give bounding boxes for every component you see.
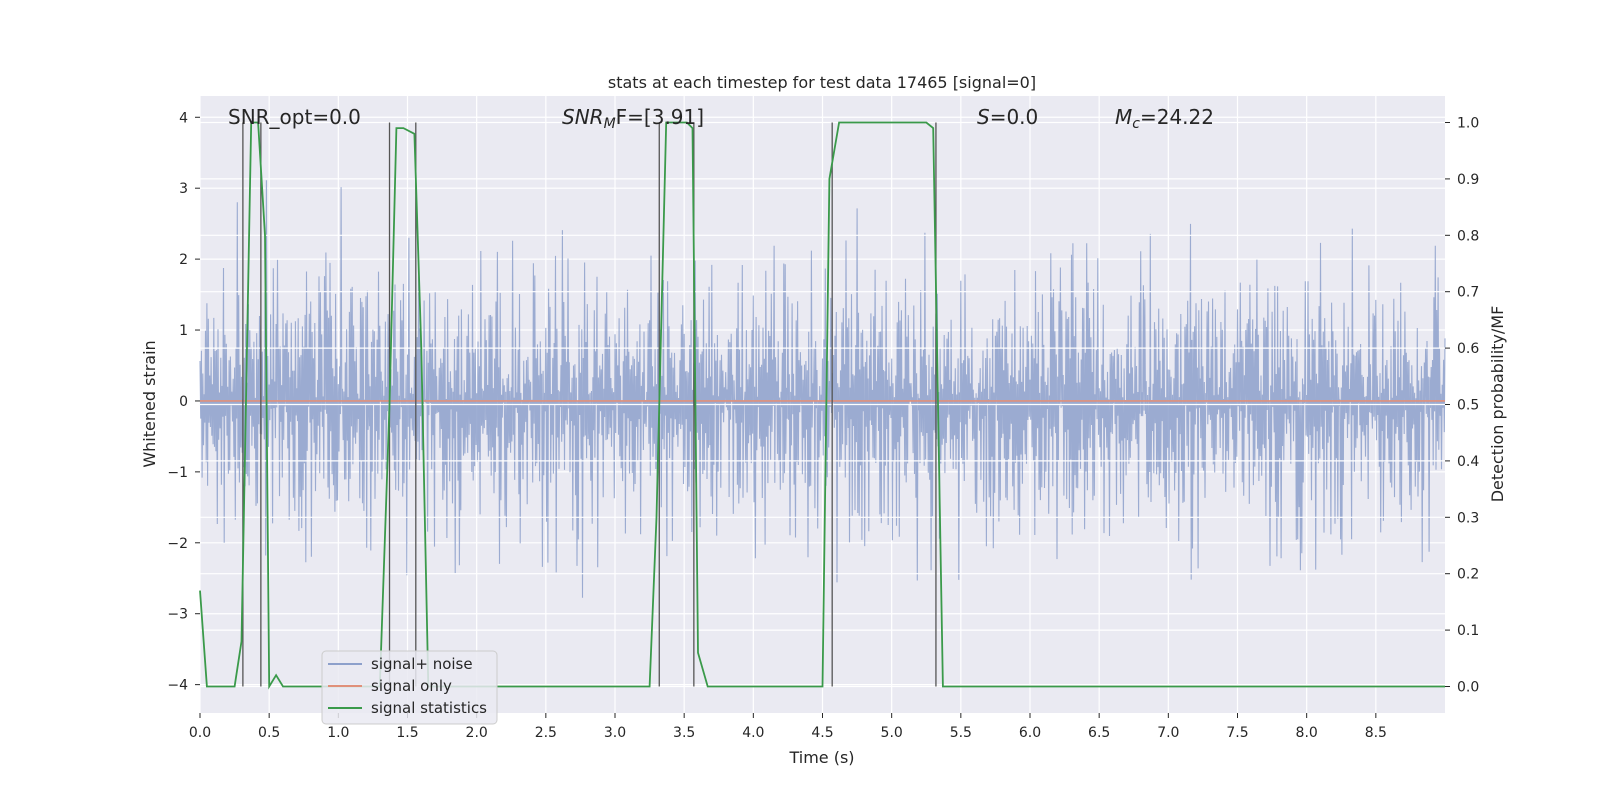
x-tick-label: 0.5 <box>258 725 280 741</box>
x-tick-label: 1.5 <box>396 725 418 741</box>
y-tick-label: −2 <box>167 536 188 552</box>
x-tick-label: 7.0 <box>1157 725 1179 741</box>
y-tick-label: 3 <box>179 181 188 197</box>
mc-annotation: Mc=24.22 <box>1115 105 1214 132</box>
y-tick-label: 1 <box>179 323 188 339</box>
mc-suffix: =24.22 <box>1140 105 1214 129</box>
x-tick-label: 5.5 <box>950 725 972 741</box>
mc-sub: c <box>1132 116 1140 132</box>
y-axis-ticks: 4 3 2 1 0 −1 −2 −3 −4 <box>167 110 200 694</box>
statistics-line <box>199 121 1445 690</box>
mc-prefix: M <box>1115 105 1132 129</box>
signal-statistics-series <box>199 121 1445 690</box>
y-tick-label: 4 <box>179 110 188 126</box>
x-axis-ticks: 0.0 0.5 1.0 1.5 2.0 2.5 3.0 3.5 4.0 4.5 5.0 5.5 6.0 6… <box>189 713 1387 741</box>
legend-box <box>321 650 498 725</box>
x-tick-label: 4.5 <box>811 725 833 741</box>
x-tick-label: 4.0 <box>742 725 764 741</box>
legend-label-statistics: signal statistics <box>371 699 487 717</box>
y2-tick-label: 0.8 <box>1457 228 1479 244</box>
x-tick-label: 8.0 <box>1296 725 1318 741</box>
noise-line <box>199 180 1446 598</box>
snr-mf-sub: M <box>604 116 616 132</box>
x-tick-label: 2.5 <box>535 725 557 741</box>
y2-tick-label: 0.3 <box>1457 510 1479 526</box>
x-tick-label: 7.5 <box>1226 725 1248 741</box>
y-axis-label: Whitened strain <box>140 340 159 467</box>
x-tick-label: 1.0 <box>327 725 349 741</box>
x-tick-label: 3.5 <box>673 725 695 741</box>
x-tick-label: 2.0 <box>466 725 488 741</box>
y-tick-label: −4 <box>167 678 188 694</box>
y2-axis-label: Detection probability/MF <box>1488 306 1507 503</box>
y2-tick-label: 0.7 <box>1457 285 1479 301</box>
x-axis-label: Time (s) <box>788 748 854 767</box>
legend: signal+ noise signal only signal statist… <box>321 650 498 725</box>
y2-tick-label: 0.2 <box>1457 567 1479 583</box>
snr-mf-prefix: SNR <box>562 105 604 129</box>
s-annotation: S=0.0 <box>977 105 1038 129</box>
x-tick-label: 8.5 <box>1365 725 1387 741</box>
y2-tick-label: 0.0 <box>1457 679 1479 695</box>
s-prefix: S <box>977 105 990 129</box>
legend-label-noise: signal+ noise <box>371 655 473 673</box>
x-tick-label: 5.0 <box>881 725 903 741</box>
y2-tick-label: 0.4 <box>1457 454 1479 470</box>
s-suffix: =0.0 <box>990 105 1039 129</box>
y-tick-label: −1 <box>167 465 188 481</box>
y-tick-label: −3 <box>167 607 188 623</box>
snr-mf-annotation: SNRMF=[3.91] <box>562 105 704 132</box>
snr-opt-annotation: SNR_opt=0.0 <box>228 105 361 129</box>
x-tick-label: 0.0 <box>189 725 211 741</box>
y2-tick-label: 1.0 <box>1457 116 1479 132</box>
y2-tick-label: 0.1 <box>1457 623 1479 639</box>
x-tick-label: 6.0 <box>1019 725 1041 741</box>
snr-mf-suffix: F=[3.91] <box>616 105 704 129</box>
x-tick-label: 6.5 <box>1088 725 1110 741</box>
y-tick-label: 2 <box>179 252 188 268</box>
y2-tick-label: 0.5 <box>1457 398 1479 414</box>
y2-axis-ticks: 1.0 0.9 0.8 0.7 0.6 0.5 0.4 0.3 0.2 0.1 0.0 <box>1445 116 1479 695</box>
legend-label-signal-only: signal only <box>371 677 452 695</box>
y2-tick-label: 0.9 <box>1457 172 1479 188</box>
y-tick-label: 0 <box>179 394 188 410</box>
x-tick-label: 3.0 <box>604 725 626 741</box>
noise-series <box>199 180 1446 598</box>
chart-title: stats at each timestep for test data 174… <box>608 73 1036 92</box>
y2-tick-label: 0.6 <box>1457 341 1479 357</box>
